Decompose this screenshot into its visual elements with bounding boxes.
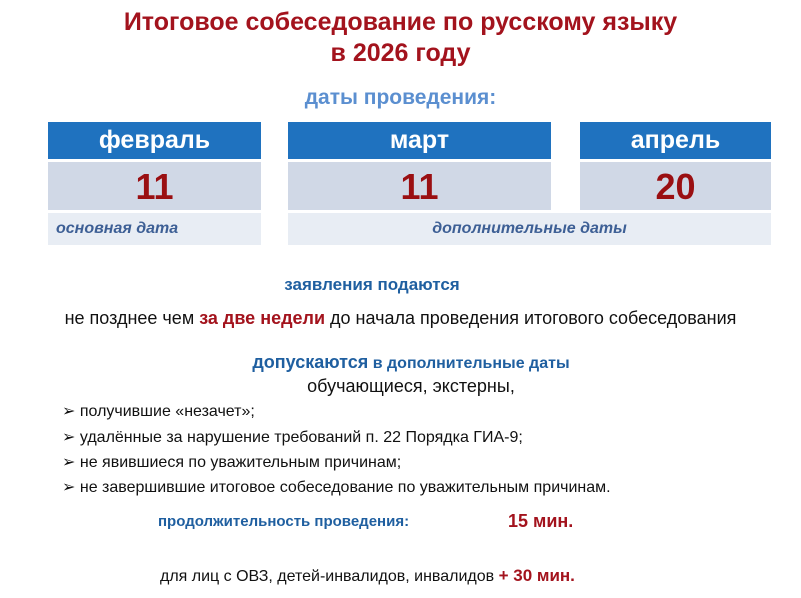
duration-extra: для лиц с ОВЗ, детей-инвалидов, инвалидо…: [160, 566, 575, 586]
month-header-february: февраль: [48, 122, 261, 159]
applications-text: не позднее чем за две недели до начала п…: [0, 308, 801, 329]
duration-value: 15 мин.: [508, 511, 574, 531]
additional-dates-note: дополнительные даты: [288, 213, 771, 245]
arrow-bullet-icon: ➢: [62, 479, 80, 496]
list-item: ➢ не завершившие итоговое собеседование …: [62, 479, 611, 496]
applications-deadline: за две недели: [199, 308, 326, 328]
applications-prefix: не позднее чем: [64, 308, 200, 328]
title-line-1: Итоговое собеседование по русскому языку: [123, 8, 678, 36]
dates-subtitle: даты проведения:: [304, 86, 497, 109]
duration-extra-text: для лиц с ОВЗ, детей-инвалидов, инвалидо…: [160, 568, 499, 585]
arrow-bullet-icon: ➢: [62, 403, 80, 420]
applications-suffix: до начала проведения итогового собеседов…: [325, 308, 737, 328]
applications-heading: заявления подаются: [284, 275, 460, 294]
day-april: 20: [580, 162, 771, 210]
list-item: ➢ удалённые за нарушение требований п. 2…: [62, 429, 523, 446]
arrow-bullet-icon: ➢: [62, 454, 80, 471]
title-line-2: в 2026 году: [330, 39, 471, 67]
admitted-intro: обучающиеся, экстерны,: [307, 376, 515, 396]
duration-extra-value: + 30 мин.: [498, 566, 575, 585]
month-header-march: март: [288, 122, 551, 159]
duration-label: продолжительность проведения:: [158, 513, 410, 530]
admitted-heading-rest: в дополнительные даты: [368, 355, 570, 372]
main-date-note: основная дата: [48, 213, 261, 245]
list-item: ➢ не явившиеся по уважительным причинам;: [62, 454, 402, 471]
day-march: 11: [288, 162, 551, 210]
list-item: ➢ получившие «незачет»;: [62, 403, 255, 420]
day-february: 11: [48, 162, 261, 210]
admitted-heading-bold: допускаются: [252, 352, 369, 372]
admitted-heading: допускаются в дополнительные даты: [0, 352, 801, 373]
month-header-april: апрель: [580, 122, 771, 159]
arrow-bullet-icon: ➢: [62, 429, 80, 446]
